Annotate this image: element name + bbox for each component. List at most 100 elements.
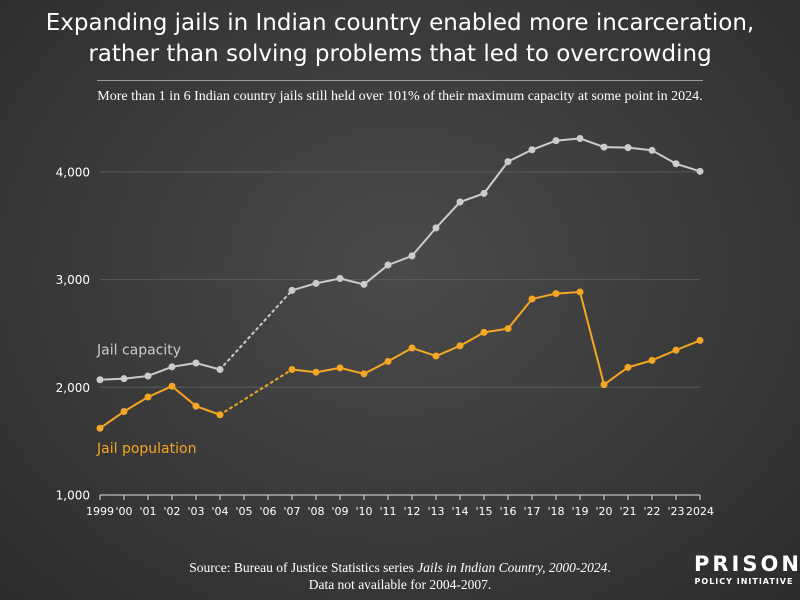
data-point [120, 375, 128, 383]
x-tick-label: '15 [475, 505, 492, 518]
data-point [144, 372, 152, 380]
series-line-population [291, 290, 701, 386]
data-point [408, 252, 416, 260]
series-line-capacity [99, 362, 221, 381]
x-tick-label: '12 [403, 505, 420, 518]
data-point [504, 325, 512, 333]
logo-word-prison: PRISON [694, 552, 800, 576]
data-point [672, 160, 680, 168]
data-point [696, 336, 704, 344]
series-label-population: Jail population [96, 441, 196, 457]
title-divider [97, 80, 703, 81]
axes: 1,000 2,000 3,000 4,000 1999'00 '01 '02 '03 '04 '… [56, 165, 714, 518]
data-point [576, 134, 584, 142]
data-point [384, 357, 392, 365]
data-point [216, 366, 224, 374]
data-point [672, 346, 680, 354]
source-prefix: Source: Bureau of Justice Statistics ser… [189, 560, 418, 575]
series-labels: Jail capacity Jail population [96, 343, 196, 457]
data-point [432, 224, 440, 232]
missing-data-bridge [219, 368, 293, 416]
data-point [624, 144, 632, 152]
data-point [528, 295, 536, 303]
series-line-population [99, 385, 221, 430]
x-tick-label: '16 [499, 505, 516, 518]
x-tick-label: '01 [139, 505, 156, 518]
series-line-capacity [291, 137, 701, 292]
chart-title: Expanding jails in Indian country enable… [0, 8, 800, 70]
x-tick-label: '13 [427, 505, 444, 518]
data-point [480, 328, 488, 336]
x-tick-label: '20 [595, 505, 612, 518]
x-tick-label: '05 [235, 505, 252, 518]
x-tick-label: '09 [331, 505, 348, 518]
missing-data-bridge [219, 289, 293, 371]
x-tick-label: '02 [163, 505, 180, 518]
y-tick-label: 4,000 [56, 165, 90, 179]
x-tick-label: '06 [259, 505, 276, 518]
grid-lines [100, 171, 700, 388]
data-point [624, 363, 632, 371]
x-tick-label: '17 [523, 505, 540, 518]
x-tick-label: '04 [211, 505, 228, 518]
data-point [288, 366, 296, 374]
data-point [456, 198, 464, 206]
data-point [576, 288, 584, 296]
source-note: Source: Bureau of Justice Statistics ser… [0, 559, 800, 593]
data-point [96, 376, 104, 384]
data-point [504, 158, 512, 166]
chart-subtitle: More than 1 in 6 Indian country jails st… [97, 89, 703, 104]
chart-title-line-1: Expanding jails in Indian country enable… [45, 10, 755, 36]
x-tick-label: '23 [667, 505, 684, 518]
prison-policy-initiative-logo: PRISON POLICY INITIATIVE [694, 552, 800, 588]
source-line: Source: Bureau of Justice Statistics ser… [0, 559, 800, 576]
data-point [312, 279, 320, 287]
data-point [192, 402, 200, 410]
y-tick-label: 1,000 [56, 489, 90, 503]
data-point [600, 381, 608, 389]
data-point [168, 382, 176, 390]
logo-word-policy-initiative: POLICY INITIATIVE [694, 577, 794, 586]
data-point [144, 393, 152, 401]
x-tick-label: '00 [115, 505, 132, 518]
data-point [96, 424, 104, 432]
x-tick-label: '14 [451, 505, 468, 518]
data-point [552, 137, 560, 145]
data-point [168, 363, 176, 371]
data-point [384, 261, 392, 269]
data-point [408, 344, 416, 352]
x-tick-label: '22 [643, 505, 660, 518]
x-tick-label: 1999 [86, 505, 114, 518]
data-availability-note: Data not available for 2004-2007. [308, 577, 492, 592]
data-point [432, 352, 440, 360]
x-tick-label: '03 [187, 505, 204, 518]
x-tick-label: 2024 [686, 505, 714, 518]
series-label-capacity: Jail capacity [96, 343, 181, 359]
chart-title-line-2: rather than solving problems that led to… [88, 41, 712, 67]
source-title: Jails in Indian Country, 2000-2024 [417, 560, 608, 575]
data-point [552, 290, 560, 298]
x-tick-label: '19 [571, 505, 588, 518]
y-tick-label: 3,000 [56, 273, 90, 287]
data-point [216, 411, 224, 419]
x-tick-label: '10 [355, 505, 372, 518]
data-point [648, 356, 656, 364]
data-point [288, 286, 296, 294]
data-point [456, 342, 464, 350]
data-point [312, 368, 320, 376]
x-tick-label: '11 [379, 505, 396, 518]
data-point [120, 408, 128, 416]
data-point [360, 370, 368, 378]
data-point [336, 364, 344, 372]
y-tick-label: 2,000 [56, 381, 90, 395]
data-point [480, 189, 488, 197]
data-point [192, 359, 200, 367]
data-point [528, 146, 536, 154]
series-lines [96, 134, 704, 432]
x-tick-label: '18 [547, 505, 564, 518]
data-point [360, 280, 368, 288]
x-tick-label: '21 [619, 505, 636, 518]
source-suffix: . [607, 560, 611, 575]
data-point [648, 146, 656, 154]
